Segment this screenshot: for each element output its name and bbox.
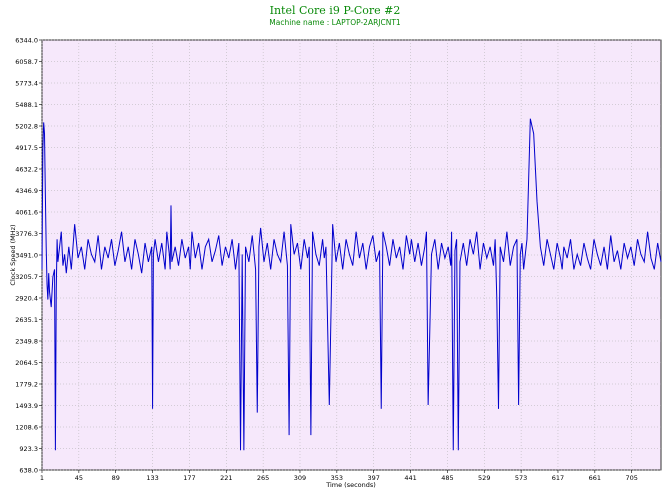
x-tick-label: 617 [552, 474, 564, 482]
y-tick-label: 2920.4 [15, 294, 38, 302]
x-tick-label: 705 [625, 474, 637, 482]
x-tick-label: 529 [478, 474, 490, 482]
y-axis-ticks: 638.0 923.3 1208.6 1493.9 1779.2 2064.5 2349.8… [15, 36, 42, 474]
y-tick-label: 4632.2 [15, 165, 38, 173]
y-tick-label: 638.0 [19, 466, 38, 474]
x-tick-label: 353 [331, 474, 343, 482]
x-tick-label: 485 [441, 474, 453, 482]
chart-title: Intel Core i9 P-Core #2 [270, 4, 401, 17]
y-tick-label: 2064.5 [15, 359, 38, 367]
x-tick-label: 397 [367, 474, 379, 482]
y-tick-label: 1493.9 [15, 402, 38, 410]
y-tick-label: 3205.7 [15, 273, 38, 281]
x-tick-label: 309 [294, 474, 306, 482]
y-tick-label: 2349.8 [15, 337, 38, 345]
x-tick-label: 265 [257, 474, 269, 482]
x-tick-label: 45 [75, 474, 83, 482]
y-tick-label: 5488.1 [15, 101, 38, 109]
x-tick-label: 133 [146, 474, 158, 482]
y-tick-label: 5202.8 [15, 122, 38, 130]
y-tick-label: 2635.1 [15, 316, 38, 324]
x-tick-label: 573 [515, 474, 527, 482]
x-tick-label: 177 [183, 474, 195, 482]
y-tick-label: 1779.2 [15, 380, 38, 388]
y-tick-label: 1208.6 [15, 423, 38, 431]
y-tick-label: 6344.0 [15, 36, 38, 44]
x-tick-label: 1 [40, 474, 44, 482]
series-line [41, 118, 662, 451]
y-axis-label: Clock Speed (MHz) [9, 224, 17, 285]
y-tick-label: 923.3 [19, 445, 38, 453]
x-tick-label: 221 [220, 474, 232, 482]
x-axis-ticks: 1 45 89 133 177 221 265 309 353 397 441 485 529 573 61… [40, 470, 638, 482]
x-axis-label: Time (seconds) [325, 481, 376, 489]
y-tick-label: 4917.5 [15, 144, 38, 152]
gridlines [41, 39, 661, 471]
chart-subtitle: Machine name : LAPTOP-2ARJCNT1 [269, 18, 401, 27]
y-tick-label: 5773.4 [15, 79, 38, 87]
y-tick-label: 4061.6 [15, 208, 38, 216]
x-tick-label: 441 [404, 474, 416, 482]
x-tick-label: 661 [589, 474, 601, 482]
y-tick-label: 3776.3 [15, 230, 38, 238]
y-tick-label: 4346.9 [15, 187, 38, 195]
y-tick-label: 6058.7 [15, 58, 38, 66]
x-tick-label: 89 [112, 474, 120, 482]
y-tick-label: 3491.0 [15, 251, 38, 259]
